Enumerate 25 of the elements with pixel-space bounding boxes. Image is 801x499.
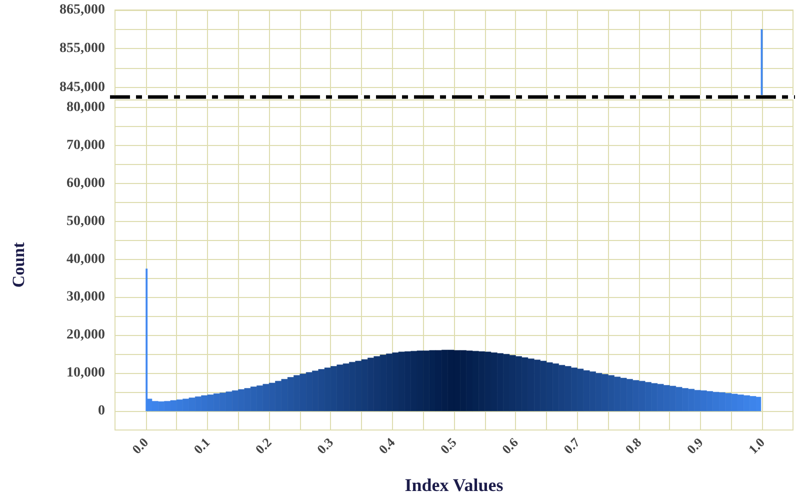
x-tick-label: 0.6 <box>498 434 522 457</box>
y-tick-label: 20,000 <box>66 328 105 343</box>
y-tick-label: 60,000 <box>66 176 105 191</box>
x-tick-label: 0.4 <box>376 434 398 457</box>
y-tick-label: 845,000 <box>60 80 105 95</box>
y-tick-label: 10,000 <box>66 366 105 381</box>
y-tick-label: 50,000 <box>66 214 105 229</box>
y-tick-label: 865,000 <box>60 2 105 18</box>
y-tick-label: 70,000 <box>66 138 105 154</box>
x-tick-label: 0.5 <box>437 434 460 457</box>
x-tick-label: 0.7 <box>560 434 583 457</box>
x-tick-label: 0.2 <box>252 434 274 457</box>
y-tick-label: 855,000 <box>60 41 105 56</box>
x-axis-title: Index Values <box>404 475 504 495</box>
y-tick-label: 30,000 <box>66 290 105 305</box>
x-tick-label: 0.1 <box>190 434 213 457</box>
y-tick-label: 0 <box>98 404 105 419</box>
y-tick-label: 40,000 <box>66 252 105 267</box>
x-tick-label: 0.9 <box>684 434 706 457</box>
x-tick-label: 0.3 <box>314 434 336 457</box>
x-tick-label: 0.0 <box>129 434 152 457</box>
x-tick-label: 1.0 <box>745 434 768 457</box>
x-tick-label: 0.8 <box>622 434 645 457</box>
y-tick-label: 80,000 <box>66 100 105 116</box>
y-axis-title: Count <box>9 242 28 288</box>
